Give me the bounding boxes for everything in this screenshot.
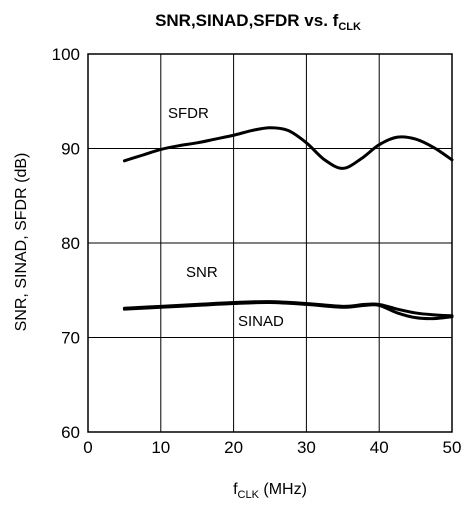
x-axis-label-sub: CLK	[238, 489, 260, 501]
series-label-sinad: SINAD	[238, 313, 284, 330]
x-tick-label-30: 30	[297, 438, 316, 457]
series-line-sinad	[122, 301, 454, 321]
x-axis-label-suffix: (MHz)	[259, 481, 307, 498]
series-line-sfdr	[122, 126, 454, 170]
x-axis-label: fCLK (MHz)	[233, 481, 307, 501]
x-tick-label-20: 20	[224, 438, 243, 457]
x-tick-label-50: 50	[443, 438, 462, 457]
y-tick-labels: 60 70 80 90 100	[52, 45, 80, 442]
x-tick-label-0: 0	[83, 438, 92, 457]
series-group	[122, 126, 454, 321]
y-tick-label-70: 70	[61, 329, 80, 348]
y-axis-label: SNR, SINAD, SFDR (dB)	[13, 153, 30, 332]
chart-title-main: SNR,SINAD,SFDR vs. f	[155, 11, 339, 30]
chart-title-sub: CLK	[338, 21, 361, 33]
y-tick-label-80: 80	[61, 234, 80, 253]
x-tick-labels: 0 10 20 30 40 50	[83, 438, 461, 457]
y-tick-label-90: 90	[61, 140, 80, 159]
y-tick-label-60: 60	[61, 423, 80, 442]
chart-title: SNR,SINAD,SFDR vs. fCLK	[155, 11, 361, 33]
series-label-sfdr: SFDR	[168, 105, 209, 122]
x-tick-label-40: 40	[370, 438, 389, 457]
grid	[88, 54, 452, 432]
plot-frame	[87, 53, 453, 433]
y-tick-label-100: 100	[52, 45, 80, 64]
series-label-snr: SNR	[186, 264, 218, 281]
x-axis-label-prefix: f	[233, 481, 238, 498]
x-tick-label-10: 10	[151, 438, 170, 457]
